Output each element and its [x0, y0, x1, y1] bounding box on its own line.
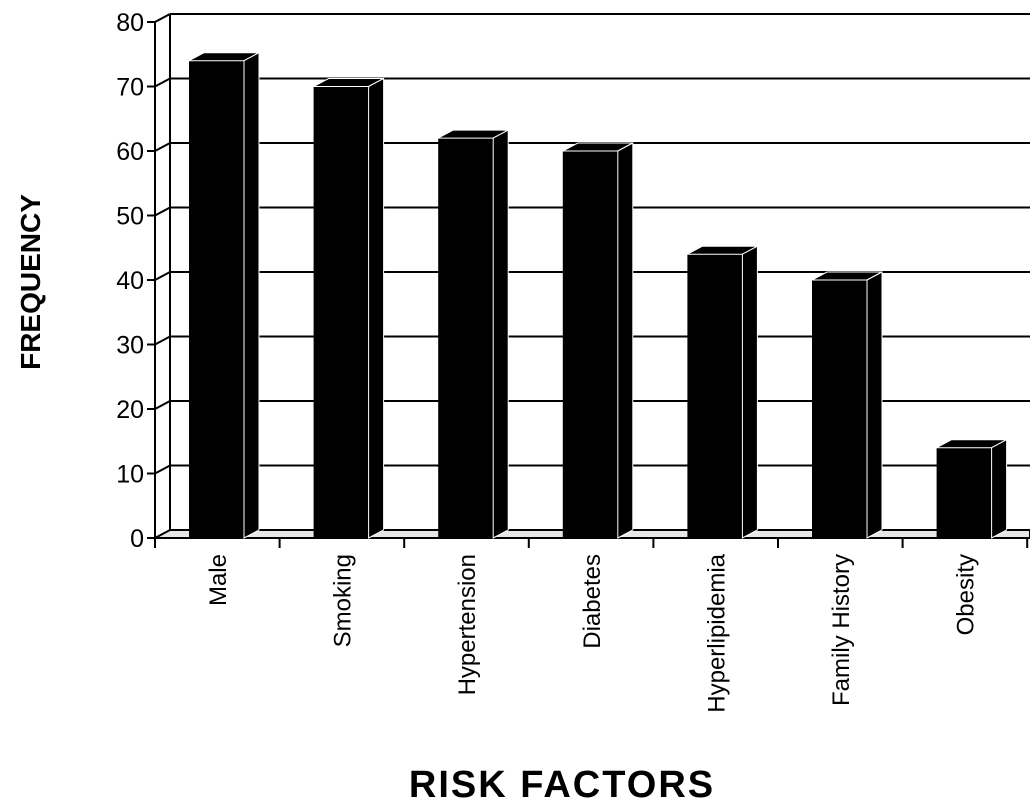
gridline-diagonal [154, 13, 171, 23]
category-label: Obesity [953, 554, 980, 635]
gridline-diagonal [154, 142, 171, 152]
bar-side [617, 142, 634, 539]
bar [438, 138, 494, 538]
bar-side [243, 51, 260, 539]
bars [188, 51, 1008, 539]
category-label: Diabetes [579, 554, 606, 649]
bar [189, 60, 244, 538]
y-tick-label: 70 [116, 74, 144, 102]
category-label: Smoking [330, 554, 357, 647]
bar-side [741, 245, 758, 539]
y-tick-label: 0 [130, 525, 144, 553]
bar-side [492, 129, 509, 539]
bar-side [991, 438, 1008, 539]
y-tick-label: 30 [116, 332, 144, 360]
gridline-diagonal [154, 271, 171, 281]
category-label: Hyperlipidemia [703, 553, 730, 712]
gridline-diagonal [154, 77, 171, 88]
y-tick-label: 50 [116, 203, 144, 231]
y-axis-title: FREQUENCY [15, 194, 46, 370]
y-tick-label: 60 [116, 138, 144, 166]
category-label: Hypertension [454, 554, 481, 695]
bar [313, 86, 369, 538]
y-tick-label: 40 [116, 267, 144, 295]
gridline-diagonal [154, 335, 171, 346]
bar [562, 151, 618, 538]
y-tick-label: 80 [116, 9, 144, 37]
bar [812, 280, 867, 538]
gridline-diagonal [154, 464, 171, 475]
gridline-diagonal [154, 400, 171, 410]
gridline-diagonal [154, 206, 171, 217]
bar-side [866, 271, 883, 539]
bar [687, 254, 743, 538]
y-tick-label: 20 [116, 396, 144, 424]
bar [936, 447, 992, 538]
category-label: Male [205, 554, 232, 606]
x-axis-title: RISK FACTORS [409, 764, 715, 802]
category-label: Family History [828, 554, 855, 706]
labels: 0 10 20 30 40 50 60 70 80 Male Smoking Hypertension… [116, 9, 979, 713]
y-tick-label: 10 [116, 461, 144, 489]
bar-side [368, 77, 385, 539]
